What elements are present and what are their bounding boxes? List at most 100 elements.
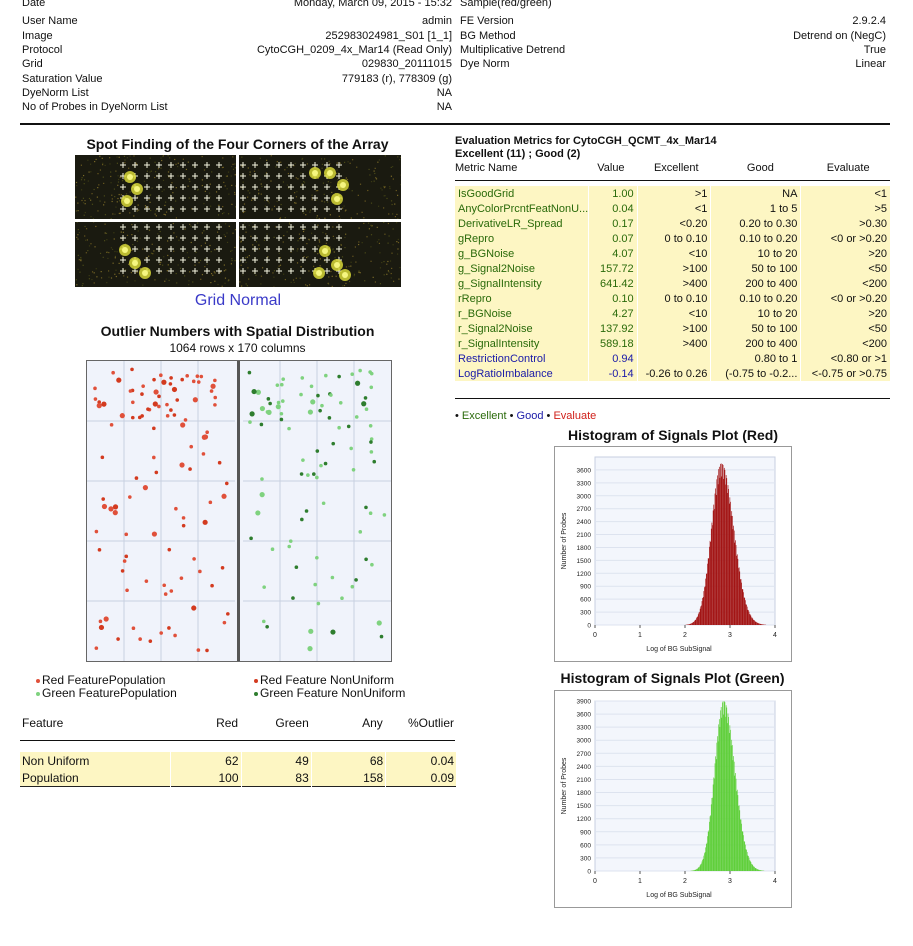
x-tick-label: 2 bbox=[683, 878, 687, 885]
outlier-point-red bbox=[111, 370, 115, 375]
outlier-point-red bbox=[226, 612, 230, 616]
outlier-point-red bbox=[162, 583, 167, 588]
histogram-bar bbox=[715, 494, 717, 625]
metrics-legend: • Excellent • Good • Evaluate bbox=[455, 410, 597, 422]
outlier-point-green bbox=[382, 513, 387, 517]
histogram-bar bbox=[748, 610, 749, 625]
histogram-bar bbox=[690, 623, 692, 625]
histogram-bar bbox=[733, 756, 734, 871]
x-tick-label: 1 bbox=[638, 632, 642, 639]
col-any: Any bbox=[362, 715, 383, 730]
outlier-point-red bbox=[169, 376, 173, 380]
y-tick-label: 600 bbox=[580, 597, 591, 604]
outlier-point-green bbox=[249, 536, 253, 541]
outlier-point-red bbox=[189, 444, 194, 449]
outlier-point-green bbox=[266, 397, 271, 401]
histogram-bar bbox=[727, 485, 729, 625]
histogram-bar bbox=[724, 469, 726, 625]
outlier-point-red bbox=[152, 377, 156, 382]
outlier-point-red bbox=[101, 401, 107, 407]
outlier-point-red bbox=[131, 400, 135, 405]
histogram-bar bbox=[748, 611, 750, 625]
feature-divider bbox=[20, 740, 455, 741]
histogram-bar bbox=[697, 867, 699, 871]
histogram-bar bbox=[760, 624, 762, 625]
outlier-point-red bbox=[98, 619, 103, 624]
histogram-bar bbox=[711, 522, 713, 625]
histogram-bar bbox=[759, 869, 760, 871]
outlier-legend-left: Red FeaturePopulation Green FeaturePopul… bbox=[36, 674, 177, 700]
histogram-bar bbox=[746, 852, 748, 871]
histogram-bar bbox=[735, 540, 736, 625]
histogram-bar bbox=[753, 619, 755, 625]
histogram-bar bbox=[743, 835, 744, 871]
histogram-bar bbox=[744, 844, 746, 871]
outlier-point-green bbox=[323, 461, 328, 466]
histogram-bar bbox=[708, 558, 710, 625]
histogram-bar bbox=[746, 604, 747, 625]
outlier-point-red bbox=[159, 373, 163, 377]
outlier-point-red bbox=[101, 497, 106, 501]
histogram-bar bbox=[736, 554, 738, 625]
histogram-bar bbox=[688, 624, 689, 625]
table-row: g_SignalIntensity 641.42 >400 200 to 400 <20… bbox=[455, 276, 890, 291]
feature-table: Feature Red Green Any %Outlier bbox=[20, 714, 456, 731]
table-row: IsGoodGrid 1.00 >1 NA <1 bbox=[455, 186, 890, 201]
outlier-point-red bbox=[181, 523, 186, 528]
histogram-bar bbox=[720, 463, 721, 625]
outlier-point-red bbox=[221, 493, 227, 499]
header-value: Monday, March 09, 2015 - 15:32 bbox=[293, 0, 452, 9]
histogram-bar bbox=[700, 864, 702, 871]
outlier-point-red bbox=[146, 407, 150, 411]
col-good: Good bbox=[746, 161, 774, 174]
legend-red-population: Red FeaturePopulation bbox=[36, 674, 177, 687]
histogram-bar bbox=[694, 869, 696, 871]
outlier-point-red bbox=[198, 569, 202, 574]
y-tick-label: 1800 bbox=[577, 790, 592, 797]
y-tick-label: 3300 bbox=[577, 480, 592, 487]
table-row: Population 100 83 158 0.09 bbox=[20, 769, 456, 787]
outlier-point-red bbox=[128, 495, 132, 499]
histogram-bar bbox=[692, 870, 694, 871]
histogram-bar bbox=[735, 773, 736, 871]
col-value: Value bbox=[597, 161, 625, 174]
histogram-bar bbox=[698, 867, 700, 871]
histogram-bar bbox=[753, 866, 755, 871]
outlier-point-green bbox=[309, 384, 314, 389]
histogram-bar bbox=[751, 617, 753, 625]
histogram-bar bbox=[703, 591, 705, 625]
outlier-point-green bbox=[351, 467, 356, 472]
histogram-bar bbox=[696, 618, 697, 625]
histogram-bar bbox=[761, 870, 762, 871]
outlier-point-green bbox=[354, 380, 361, 386]
table-row: rRepro 0.10 0 to 0.10 0.10 to 0.20 <0 or >0.… bbox=[455, 291, 890, 306]
outlier-point-red bbox=[130, 415, 135, 420]
histogram-bar bbox=[754, 867, 756, 871]
outlier-point-red bbox=[97, 400, 102, 404]
histogram-bar bbox=[725, 705, 727, 871]
outlier-point-red bbox=[159, 631, 163, 635]
outlier-point-red bbox=[138, 637, 142, 641]
header-label: FE Version bbox=[460, 15, 514, 28]
outlier-point-green bbox=[287, 426, 291, 431]
outlier-point-red bbox=[180, 377, 184, 382]
histogram-bar bbox=[728, 717, 729, 871]
header-label: User Name bbox=[22, 15, 78, 28]
legend-green-nonuniform: Green Feature NonUniform bbox=[254, 687, 405, 700]
histogram-bar bbox=[751, 617, 752, 625]
y-tick-label: 3300 bbox=[577, 725, 592, 732]
outlier-point-red bbox=[130, 367, 134, 372]
histogram-bar bbox=[734, 775, 736, 871]
outlier-point-red bbox=[101, 503, 108, 510]
outlier-point-red bbox=[100, 455, 105, 460]
outlier-point-red bbox=[141, 384, 145, 388]
outlier-point-red bbox=[192, 397, 198, 403]
outlier-point-green bbox=[262, 585, 266, 589]
outlier-point-red bbox=[157, 394, 161, 399]
outlier-point-green bbox=[313, 582, 318, 587]
outlier-point-green bbox=[287, 544, 292, 549]
histogram-bar bbox=[710, 542, 712, 625]
outlier-point-green bbox=[248, 420, 252, 424]
histogram-bar bbox=[757, 623, 759, 625]
outlier-point-green bbox=[270, 547, 275, 552]
